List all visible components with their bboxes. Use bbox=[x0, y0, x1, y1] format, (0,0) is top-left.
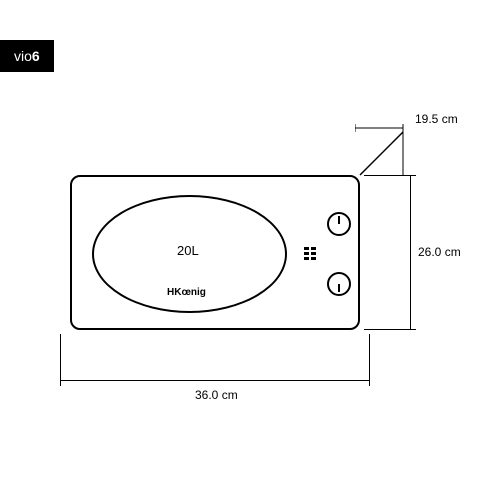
power-knob bbox=[327, 212, 351, 236]
width-label: 36.0 cm bbox=[195, 388, 238, 402]
height-dim-line bbox=[410, 175, 411, 330]
timer-knob bbox=[327, 272, 351, 296]
capacity-label: 20L bbox=[177, 243, 199, 258]
badge-suffix: 6 bbox=[32, 48, 40, 64]
badge-prefix: vio bbox=[14, 48, 32, 64]
depth-label: 19.5 cm bbox=[415, 112, 458, 126]
height-tick-top bbox=[364, 175, 416, 176]
model-badge: vio6 bbox=[0, 40, 54, 72]
brand-label: HKœnig bbox=[167, 287, 206, 298]
width-dim-line bbox=[60, 380, 370, 381]
control-buttons bbox=[304, 247, 316, 260]
width-tick-left bbox=[60, 334, 61, 386]
microwave-body: 20L HKœnig bbox=[70, 175, 360, 330]
width-tick-right bbox=[369, 334, 370, 386]
depth-projection bbox=[355, 120, 435, 180]
height-label: 26.0 cm bbox=[418, 245, 461, 259]
height-tick-bottom bbox=[364, 329, 416, 330]
